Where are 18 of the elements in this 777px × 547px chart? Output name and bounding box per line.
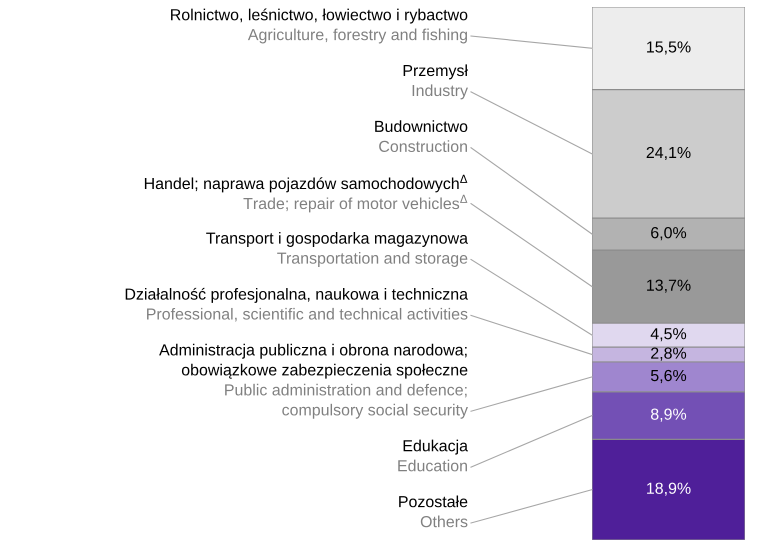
text: Administracja publiczna i obrona narodowa; obowiązkowe zabezpieczenia społeczne Public administration and defence; compulsory social security — [159, 344, 468, 419]
text: Przemysł Industry — [404, 64, 468, 100]
data-label: 24,1% — [646, 146, 691, 160]
text: Pozostałe Others — [399, 496, 468, 528]
data-label: 6,0% — [651, 227, 686, 240]
text: Budownictwo Construction — [375, 120, 468, 152]
data-label: 2,8% — [651, 347, 686, 361]
text: Handel; naprawa pojazdów samochodowych$^{Δ}$ Trade; repair of motor vehicles$^{Δ}$ — [144, 174, 468, 212]
data-label: 18,9% — [647, 482, 691, 496]
text: Działalność profesjonalna, naukowa i techniczna Professional, scientific and technical activities — [126, 288, 468, 322]
data-label: 8,9% — [650, 408, 686, 422]
text: Rolnictwo, leśnictwo, łowiectwo i rybactwo Agriculture, forestry and fishing — [171, 8, 468, 44]
data-label: 4,5% — [650, 328, 686, 342]
data-label: 5,6% — [650, 370, 686, 384]
data-label: 13,7% — [647, 280, 691, 293]
data-label: 15,5% — [647, 41, 691, 54]
text: Transport i gospodarka magazynowa Transportation and storage — [206, 232, 468, 267]
text: Edukacja Education — [398, 440, 468, 472]
